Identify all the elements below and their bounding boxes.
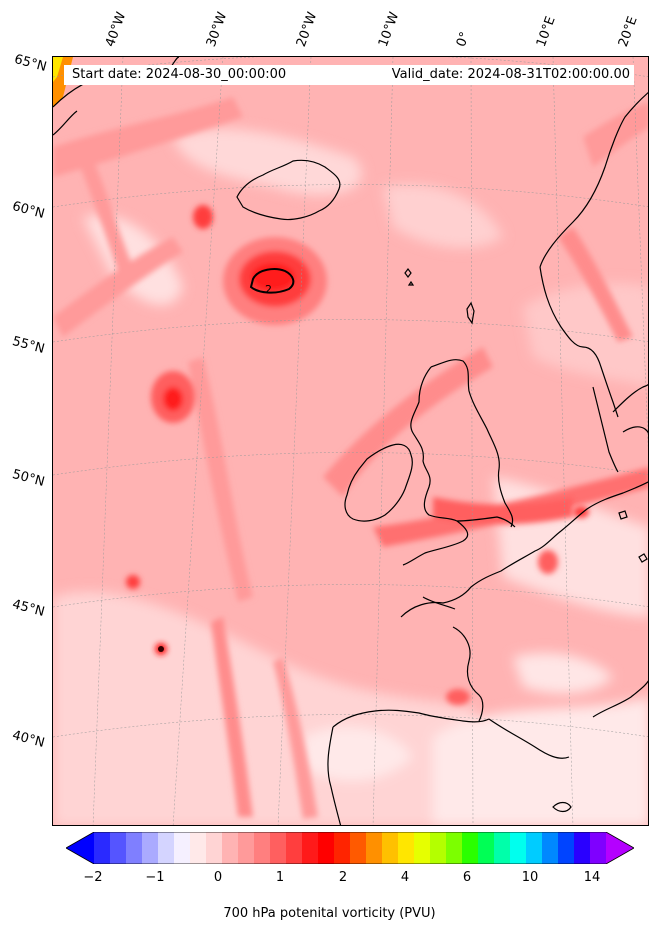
coastlines: [53, 57, 648, 825]
colorbar-segment: [590, 832, 607, 864]
lon-label-20w: 20°W: [293, 10, 321, 49]
colorbar-segment: [302, 832, 319, 864]
colorbar-tick-neg1: −1: [145, 870, 165, 885]
pv-field-map: 2: [53, 57, 648, 825]
colorbar-segment: [494, 832, 511, 864]
colorbar-extend-high: [606, 832, 634, 864]
colorbar-segment: [542, 832, 559, 864]
ireland-coast: [344, 443, 413, 522]
lon-label-0: 0°: [453, 29, 474, 49]
colorbar-tick-neg2: −2: [83, 870, 103, 885]
colorbar-segment: [414, 832, 431, 864]
colorbar-segment: [238, 832, 255, 864]
colorbar-segment: [206, 832, 223, 864]
colorbar-segment: [174, 832, 191, 864]
colorbar-segment: [510, 832, 527, 864]
colorbar-segment: [430, 832, 447, 864]
lon-label-10w: 10°W: [375, 10, 403, 49]
colorbar-segment: [574, 832, 591, 864]
colorbar-tick-10: 10: [521, 870, 539, 885]
pv-high-streaks: [53, 97, 648, 819]
europe-coast: [400, 481, 648, 618]
valid-date-label: Valid_date: 2024-08-31T02:00:00.00: [391, 67, 630, 82]
colorbar-segment: [558, 832, 575, 864]
colorbar-extend-low: [66, 832, 94, 864]
lon-label-30w: 30°W: [203, 10, 231, 49]
lon-label-10e: 10°E: [533, 14, 559, 50]
colorbar-segment: [366, 832, 383, 864]
norway-coast: [539, 91, 648, 268]
colorbar-segment: [446, 832, 463, 864]
iberia-coast: [332, 709, 490, 728]
colorbar-segment: [398, 832, 415, 864]
colorbar-segment: [254, 832, 271, 864]
lat-label-50n: 50°N: [10, 467, 47, 490]
pv-low-areas: [53, 128, 648, 825]
colorbar-segment: [478, 832, 495, 864]
lat-label-55n: 55°N: [10, 334, 47, 357]
date-info-bar: Start date: 2024-08-30_00:00:00 Valid_da…: [64, 65, 634, 85]
colorbar-tick-0: 0: [213, 870, 223, 885]
lat-label-40n: 40°N: [10, 728, 47, 751]
colorbar-segment: [286, 832, 303, 864]
colorbar-segment: [350, 832, 367, 864]
colorbar-segment: [526, 832, 543, 864]
colorbar-tick-2: 2: [338, 870, 348, 885]
colorbar-segment: [110, 832, 127, 864]
start-date-label: Start date: 2024-08-30_00:00:00: [72, 67, 287, 82]
graticule: [53, 57, 648, 825]
colorbar-segment: [142, 832, 159, 864]
lat-label-60n: 60°N: [10, 199, 47, 222]
lat-label-65n: 65°N: [12, 52, 49, 75]
lat-label-45n: 45°N: [10, 597, 47, 620]
colorbar-segment: [126, 832, 143, 864]
map-panel: 2: [52, 56, 649, 826]
pv-contour-2: [249, 268, 295, 294]
great-britain-coast: [402, 366, 469, 566]
contour-label: 2: [265, 283, 272, 296]
colorbar-segment: [318, 832, 335, 864]
colorbar-segment: [382, 832, 399, 864]
colorbar-segment: [462, 832, 479, 864]
lon-label-40w: 40°W: [102, 10, 130, 49]
colorbar-label: 700 hPa potenital vorticity (PVU): [223, 906, 436, 921]
colorbar-segment: [190, 832, 207, 864]
colorbar-tick-4: 4: [400, 870, 410, 885]
colorbar: [66, 832, 634, 864]
lon-label-20e: 20°E: [615, 14, 641, 50]
colorbar-tick-6: 6: [462, 870, 472, 885]
pv-cores: [126, 205, 589, 705]
colorbar-segment: [94, 832, 111, 864]
colorbar-segment: [270, 832, 287, 864]
colorbar-tick-1: 1: [275, 870, 285, 885]
colorbar-tick-14: 14: [583, 870, 601, 885]
colorbar-segment: [334, 832, 351, 864]
iceland-coast: [236, 159, 341, 221]
colorbar-segment: [158, 832, 175, 864]
colorbar-segment: [222, 832, 239, 864]
